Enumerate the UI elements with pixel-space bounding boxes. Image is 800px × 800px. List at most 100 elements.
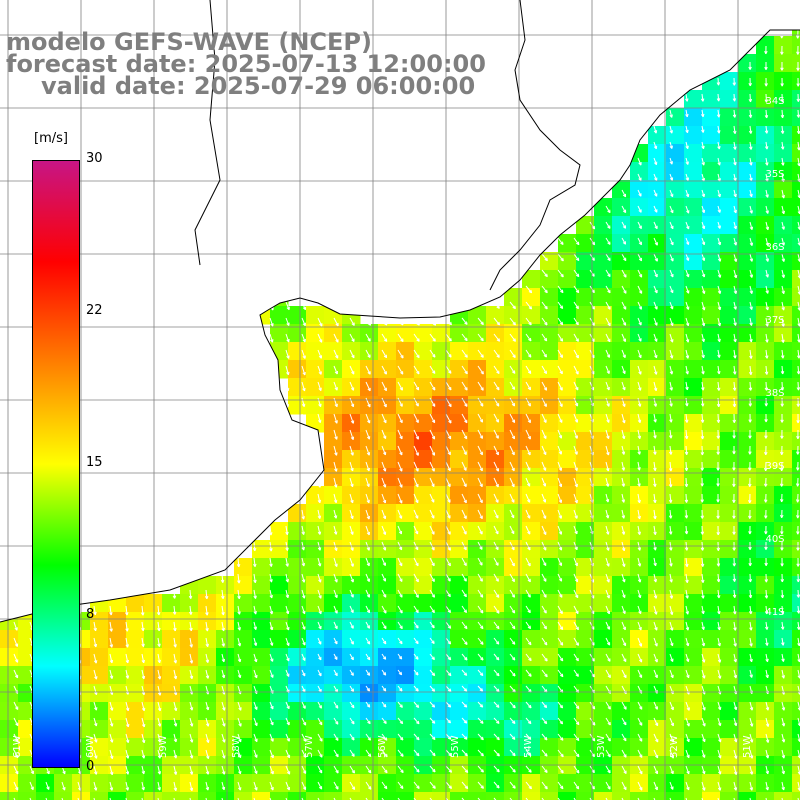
speed-cell <box>252 594 271 613</box>
wind-arrow <box>764 77 768 87</box>
speed-cell <box>306 504 325 523</box>
speed-cell <box>18 648 37 667</box>
wind-arrow <box>748 509 752 519</box>
longitude-label: 56W <box>377 735 388 758</box>
wind-arrow <box>669 269 674 278</box>
speed-cell <box>288 594 307 613</box>
speed-cell <box>576 252 595 271</box>
wind-arrow <box>748 477 752 487</box>
wind-arrow <box>525 285 533 294</box>
speed-cell <box>738 216 757 235</box>
wind-arrow <box>605 365 610 374</box>
speed-cell <box>612 288 631 307</box>
wind-arrow <box>429 333 436 342</box>
speed-cell <box>450 522 469 541</box>
wind-arrow <box>781 285 785 295</box>
wind-arrow <box>573 397 579 407</box>
speed-cell <box>144 630 163 649</box>
speed-cell <box>288 342 307 361</box>
wind-arrow <box>781 253 786 262</box>
wind-arrow <box>381 525 387 535</box>
wind-arrow <box>285 269 291 279</box>
speed-cell <box>756 216 775 235</box>
wind-arrow <box>685 205 690 214</box>
speed-cell <box>738 702 757 721</box>
speed-cell <box>792 180 800 199</box>
wind-arrow <box>716 413 721 423</box>
wind-arrow <box>413 445 419 456</box>
wind-arrow <box>541 349 547 358</box>
speed-cell <box>702 666 721 685</box>
wind-arrow <box>541 381 548 391</box>
speed-cell <box>414 666 433 685</box>
speed-cell <box>666 270 685 289</box>
speed-cell <box>648 414 667 433</box>
speed-cell <box>666 414 685 433</box>
wind-arrow <box>700 413 705 423</box>
speed-cell <box>270 648 289 667</box>
speed-cell <box>774 36 793 55</box>
speed-cell <box>126 666 145 685</box>
speed-cell <box>594 234 613 253</box>
speed-cell <box>684 522 703 541</box>
wind-arrow <box>605 429 610 440</box>
wind-arrow <box>781 317 785 327</box>
speed-cell <box>270 738 289 757</box>
speed-cell <box>342 666 361 685</box>
speed-cell <box>594 468 613 487</box>
speed-cell <box>342 342 361 361</box>
speed-cell <box>144 702 163 721</box>
wind-arrow <box>541 333 548 342</box>
wind-arrow <box>285 317 290 326</box>
wind-arrow <box>780 365 785 375</box>
wind-arrow <box>557 493 563 504</box>
wind-arrow <box>541 253 548 262</box>
speed-cell <box>666 684 685 703</box>
wind-arrow <box>349 493 354 504</box>
speed-cell <box>288 684 307 703</box>
speed-cell <box>486 306 505 325</box>
speed-cell <box>270 558 289 577</box>
wind-arrow <box>685 237 690 245</box>
wind-arrow <box>557 509 563 519</box>
speed-cell <box>666 144 685 163</box>
speed-cell <box>684 558 703 577</box>
wind-arrow <box>461 429 468 440</box>
speed-cell <box>792 252 800 271</box>
speed-cell <box>738 432 757 451</box>
wind-arrow <box>717 317 722 327</box>
speed-cell <box>594 792 613 800</box>
wind-arrow <box>685 269 690 278</box>
speed-cell <box>432 702 451 721</box>
wind-arrow <box>573 525 578 535</box>
speed-cell <box>360 684 379 703</box>
wind-arrow <box>221 269 226 279</box>
wind-arrow <box>605 493 610 503</box>
speed-cell <box>396 648 415 667</box>
speed-cell <box>468 378 487 397</box>
speed-cell <box>234 612 253 631</box>
wind-arrow <box>541 493 547 503</box>
speed-cell <box>144 738 163 757</box>
speed-cell <box>468 558 487 577</box>
wind-arrow <box>541 397 547 407</box>
speed-cell <box>702 432 721 451</box>
speed-cell <box>378 702 397 721</box>
speed-cell <box>216 666 235 685</box>
speed-cell <box>468 648 487 667</box>
speed-cell <box>108 702 127 721</box>
speed-cell <box>738 198 757 217</box>
wind-arrow <box>317 381 322 392</box>
speed-cell <box>648 126 667 145</box>
wind-arrow <box>493 349 500 358</box>
speed-cell <box>738 558 757 577</box>
speed-cell <box>504 684 523 703</box>
speed-cell <box>450 432 469 451</box>
wind-arrow <box>764 381 769 391</box>
wind-arrow <box>732 493 736 503</box>
speed-cell <box>468 630 487 649</box>
speed-cell <box>612 270 631 289</box>
speed-cell <box>756 360 775 379</box>
wind-arrow <box>285 525 289 536</box>
wind-arrow <box>780 141 785 150</box>
